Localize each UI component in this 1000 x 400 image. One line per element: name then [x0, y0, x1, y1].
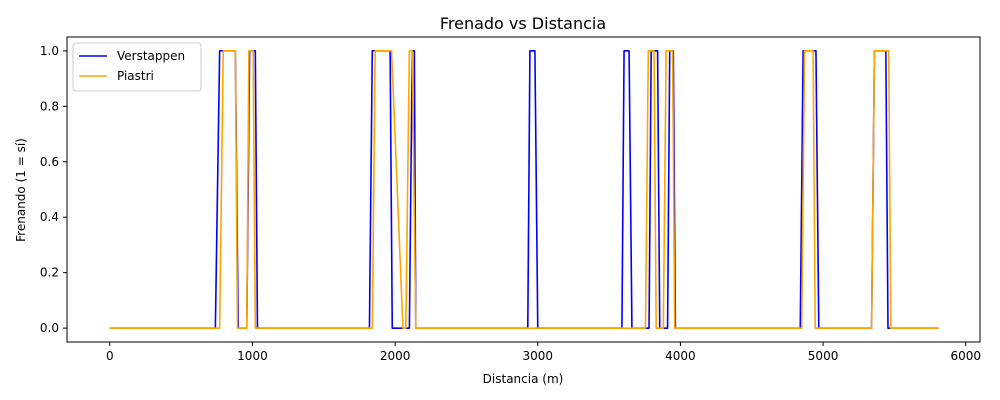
series-line-piastri	[109, 50, 939, 329]
y-tick-label: 0.4	[40, 210, 59, 224]
plot-area	[66, 36, 981, 343]
y-axis: 0.0 0.2 0.4 0.6 0.8 1.0	[40, 44, 67, 335]
y-axis-label: Frenando (1 = sí)	[14, 138, 28, 242]
plot-frame	[66, 36, 981, 343]
y-tick-label: 0.2	[40, 266, 59, 280]
x-tick-label: 2000	[380, 349, 411, 363]
y-tick-label: 1.0	[40, 44, 59, 58]
x-axis-label: Distancia (m)	[483, 372, 564, 386]
legend-label-piastri: Piastri	[117, 69, 154, 83]
chart-title: Frenado vs Distancia	[440, 14, 606, 33]
x-tick-label: 4000	[665, 349, 696, 363]
y-tick-label: 0.8	[40, 99, 59, 113]
legend: Verstappen Piastri	[72, 42, 202, 92]
x-tick-label: 3000	[522, 349, 553, 363]
x-tick-label: 5000	[808, 349, 839, 363]
x-tick-label: 1000	[237, 349, 268, 363]
legend-label-verstappen: Verstappen	[117, 49, 185, 63]
legend-box	[72, 42, 202, 92]
x-tick-label: 6000	[950, 349, 981, 363]
x-tick-label: 0	[106, 349, 114, 363]
y-tick-label: 0.6	[40, 155, 59, 169]
y-tick-label: 0.0	[40, 321, 59, 335]
x-axis: 0 1000 2000 3000 4000 5000 6000	[106, 342, 981, 363]
